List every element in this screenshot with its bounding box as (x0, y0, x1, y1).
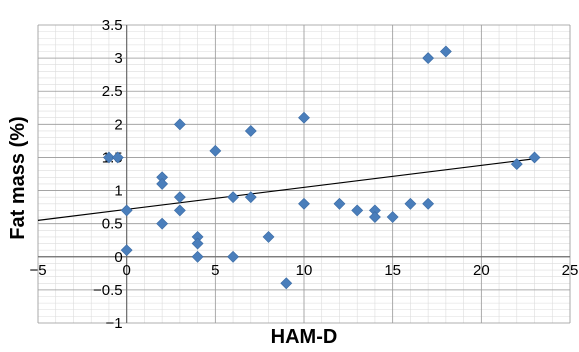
data-point (298, 197, 310, 210)
data-point (422, 52, 435, 65)
data-points (103, 45, 541, 290)
y-tick-label: 1 (114, 183, 122, 200)
y-axis-title: Fat mass (%) (7, 116, 29, 239)
x-tick-label: 25 (562, 262, 579, 279)
y-tick-labels: −1−0.500.511.522.533.5 (93, 17, 123, 332)
y-tick-label: 2 (114, 116, 122, 133)
x-tick-label: 0 (122, 262, 130, 279)
data-point (244, 125, 257, 137)
data-point (191, 237, 204, 250)
data-point (386, 211, 399, 223)
data-point (244, 191, 257, 204)
y-tick-label: 3 (114, 50, 122, 67)
data-point (191, 250, 204, 263)
x-tick-label: 20 (473, 262, 490, 279)
trendline (37, 158, 535, 221)
data-point (262, 230, 275, 243)
data-point (227, 250, 239, 263)
y-tick-label: 0.5 (102, 216, 123, 233)
y-tick-label: −1 (106, 315, 123, 332)
data-point (209, 144, 222, 157)
y-tick-label: 3.5 (102, 17, 123, 34)
trendline-line (37, 158, 535, 221)
data-point (422, 197, 435, 210)
y-tick-label: 2.5 (102, 83, 123, 100)
x-tick-label: 5 (211, 262, 219, 279)
data-point (173, 204, 186, 217)
y-tick-label: −0.5 (93, 282, 123, 299)
data-point (103, 151, 115, 164)
data-point (369, 211, 381, 223)
x-tick-label: 10 (296, 262, 313, 279)
data-point (227, 191, 239, 204)
data-point (351, 204, 364, 217)
data-point (120, 204, 133, 217)
x-tick-label: −5 (29, 262, 46, 279)
data-point (510, 158, 523, 170)
data-point (120, 244, 133, 257)
data-point (280, 277, 293, 290)
x-tick-labels: −5 0 5 10 15 20 25 (29, 262, 578, 279)
data-point (156, 217, 169, 230)
data-point (333, 197, 346, 210)
x-axis-title: HAM-D (271, 326, 338, 348)
data-point (298, 111, 310, 124)
data-point (156, 178, 169, 190)
data-point (173, 118, 186, 131)
data-point (528, 151, 541, 164)
data-point (111, 151, 124, 164)
axes (38, 25, 570, 323)
y-tick-label: 0 (114, 249, 122, 266)
x-tick-label: 15 (384, 262, 401, 279)
data-point (439, 45, 452, 58)
data-point (404, 197, 417, 210)
data-point (173, 191, 186, 204)
